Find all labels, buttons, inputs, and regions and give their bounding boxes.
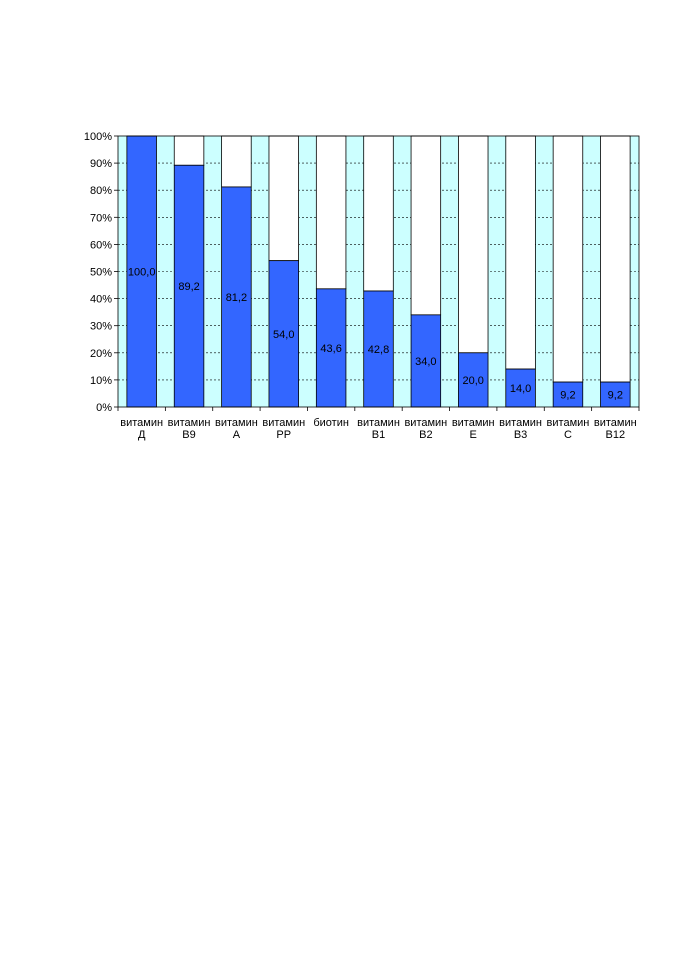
bar-remainder [552, 135, 584, 383]
y-tick-label: 0% [96, 402, 112, 414]
bar-value-label: 20,0 [463, 375, 484, 387]
x-category-label: В12 [606, 429, 626, 441]
x-category-label: витамин [452, 417, 495, 429]
x-category-label: витамин [547, 417, 590, 429]
x-category-label: В2 [419, 429, 432, 441]
bar-value-label: 43,6 [320, 343, 341, 355]
bar-value-label: 54,0 [273, 329, 294, 341]
bar-remainder [173, 135, 205, 166]
y-tick-label: 40% [90, 294, 112, 306]
bars: 100,0 89,2 81,2 54,0 43,6 42,8 34,0 20,0 14,0 9,2… [117, 135, 640, 408]
bar-value-label: 42,8 [368, 344, 389, 356]
x-category-label: витамин [120, 417, 163, 429]
x-category-label: С [564, 429, 572, 441]
x-category-label: витамин [594, 417, 637, 429]
bar-value-label: 81,2 [226, 292, 247, 304]
bar-remainder [600, 135, 631, 383]
bar [173, 164, 205, 408]
bar-value-label: 14,0 [510, 383, 531, 395]
bar [268, 260, 299, 408]
bar [552, 381, 584, 408]
bar-remainder [505, 135, 536, 370]
bar-remainder [363, 135, 394, 292]
y-tick-label: 20% [90, 348, 112, 360]
x-category-label: В9 [182, 429, 195, 441]
bar-remainder [410, 135, 442, 316]
bar [221, 186, 252, 408]
y-tick-label: 10% [90, 375, 112, 387]
x-category-label: Е [470, 429, 477, 441]
y-tick-label: 30% [90, 321, 112, 333]
bar-remainder [315, 135, 347, 290]
bar-value-label: 100,0 [128, 267, 156, 279]
y-tick-label: 60% [90, 239, 112, 251]
x-category-label: Д [138, 429, 146, 441]
x-category-label: РР [276, 429, 291, 441]
bar-remainder [268, 135, 299, 262]
bar-value-label: 89,2 [178, 281, 199, 293]
bar [458, 352, 489, 408]
x-category-label: витамин [262, 417, 305, 429]
x-category-label: В3 [514, 429, 527, 441]
x-axis: витаминДвитаминВ9витаминАвитаминРРбиотин… [117, 407, 640, 441]
bar-value-label: 9,2 [608, 390, 623, 402]
x-category-label: витамин [215, 417, 258, 429]
y-axis: 0% 10% 20% 30% 40% 50% 60% 70% 80% 90% 100% [84, 131, 118, 414]
y-tick-label: 100% [84, 131, 112, 143]
x-category-label: витамин [357, 417, 400, 429]
bar-value-label: 9,2 [560, 390, 575, 402]
x-category-label: А [233, 429, 241, 441]
y-tick-label: 70% [90, 212, 112, 224]
y-tick-label: 50% [90, 267, 112, 279]
y-tick-label: 80% [90, 185, 112, 197]
bar-value-label: 34,0 [415, 356, 436, 368]
x-category-label: витамин [404, 417, 447, 429]
x-category-label: витамин [499, 417, 542, 429]
bar [315, 288, 347, 408]
bar-remainder [458, 135, 489, 354]
y-tick-label: 90% [90, 158, 112, 170]
bar [363, 290, 394, 408]
x-category-label: В1 [372, 429, 385, 441]
bar-remainder [221, 135, 252, 188]
bar [410, 314, 442, 408]
x-category-label: витамин [168, 417, 211, 429]
x-category-label: биотин [313, 417, 349, 429]
